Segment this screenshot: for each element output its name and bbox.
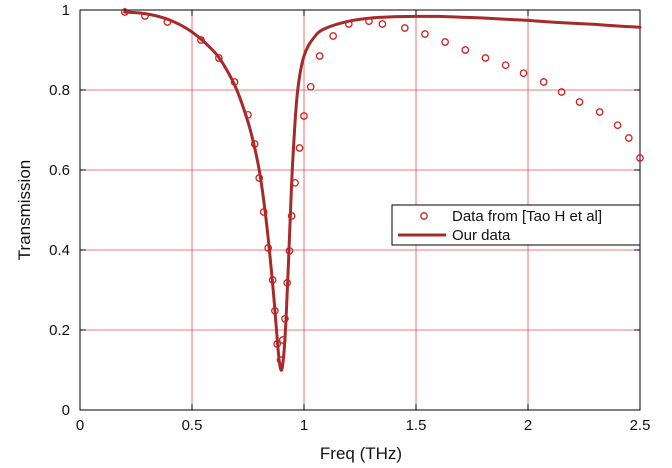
x-tick-label: 2.5: [630, 417, 651, 434]
data-point-tao: [636, 154, 644, 162]
x-tick-label: 0: [76, 417, 84, 434]
x-tick-label: 2: [524, 417, 532, 434]
data-point-tao: [539, 78, 548, 86]
y-tick-label: 0.2: [49, 322, 70, 339]
data-point-tao: [595, 108, 604, 116]
legend: Data from [Tao H et al] Our data: [391, 204, 641, 246]
data-point-tao: [481, 54, 490, 62]
data-point-tao: [501, 61, 510, 70]
data-point-tao: [281, 314, 289, 323]
data-point-tao: [271, 306, 279, 315]
y-tick-label: 0: [62, 402, 70, 419]
data-point-tao: [287, 212, 296, 220]
data-point-tao: [519, 69, 528, 78]
y-tick-label: 0.4: [49, 242, 70, 259]
data-point-tao: [276, 356, 285, 364]
data-point-tao: [285, 246, 294, 255]
data-point-tao: [215, 54, 223, 62]
data-point-tao: [461, 46, 470, 54]
data-point-tao: [283, 278, 292, 287]
data-point-tao: [378, 20, 387, 28]
y-tick-label: 1: [62, 2, 70, 19]
plot-area: [120, 8, 644, 372]
data-point-tao: [264, 244, 273, 252]
data-point-tao: [259, 208, 268, 216]
x-tick-label: 1: [300, 417, 308, 434]
legend-label-our-data: Our data: [452, 227, 511, 244]
data-point-tao: [163, 18, 172, 26]
data-point-tao: [141, 12, 149, 20]
data-point-tao: [197, 36, 205, 44]
data-point-tao: [575, 98, 584, 106]
data-point-tao: [255, 174, 264, 182]
y-tick-label: 0.8: [49, 82, 70, 99]
data-point-tao: [291, 178, 299, 187]
data-point-tao: [295, 144, 304, 152]
series-line-our-data: [123, 10, 642, 372]
data-point-tao: [244, 110, 252, 119]
data-point-tao: [441, 38, 449, 46]
tick-labels: 0 0.5 1 1.5 2 2.5 0 0.2 0.4 0.6 0.8 1: [49, 2, 650, 434]
x-axis-title: Freq (THz): [320, 444, 402, 463]
data-point-tao: [250, 140, 259, 148]
data-point-tao: [306, 82, 315, 91]
data-point-tao: [613, 121, 622, 130]
data-point-tao: [557, 88, 566, 96]
data-point-tao: [268, 276, 277, 284]
data-point-tao: [400, 24, 409, 32]
legend-marker-tao-data: [420, 212, 428, 220]
data-point-tao: [120, 8, 129, 16]
data-point-tao: [344, 20, 353, 28]
data-point-tao: [278, 336, 287, 344]
data-point-tao: [624, 134, 633, 142]
y-tick-label: 0.6: [49, 162, 70, 179]
data-point-tao: [315, 52, 324, 60]
legend-label-tao-data: Data from [Tao H et al]: [452, 208, 602, 225]
x-tick-label: 1.5: [406, 417, 427, 434]
data-point-tao: [230, 78, 239, 86]
data-point-tao: [421, 30, 429, 38]
data-point-tao: [365, 17, 373, 26]
data-point-tao: [329, 32, 337, 40]
y-axis-title: Transmission: [15, 160, 34, 260]
grid-lines: [80, 10, 640, 410]
data-point-tao: [273, 340, 281, 348]
x-tick-label: 0.5: [182, 417, 203, 434]
legend-box: [391, 204, 641, 246]
data-point-tao: [300, 112, 308, 120]
